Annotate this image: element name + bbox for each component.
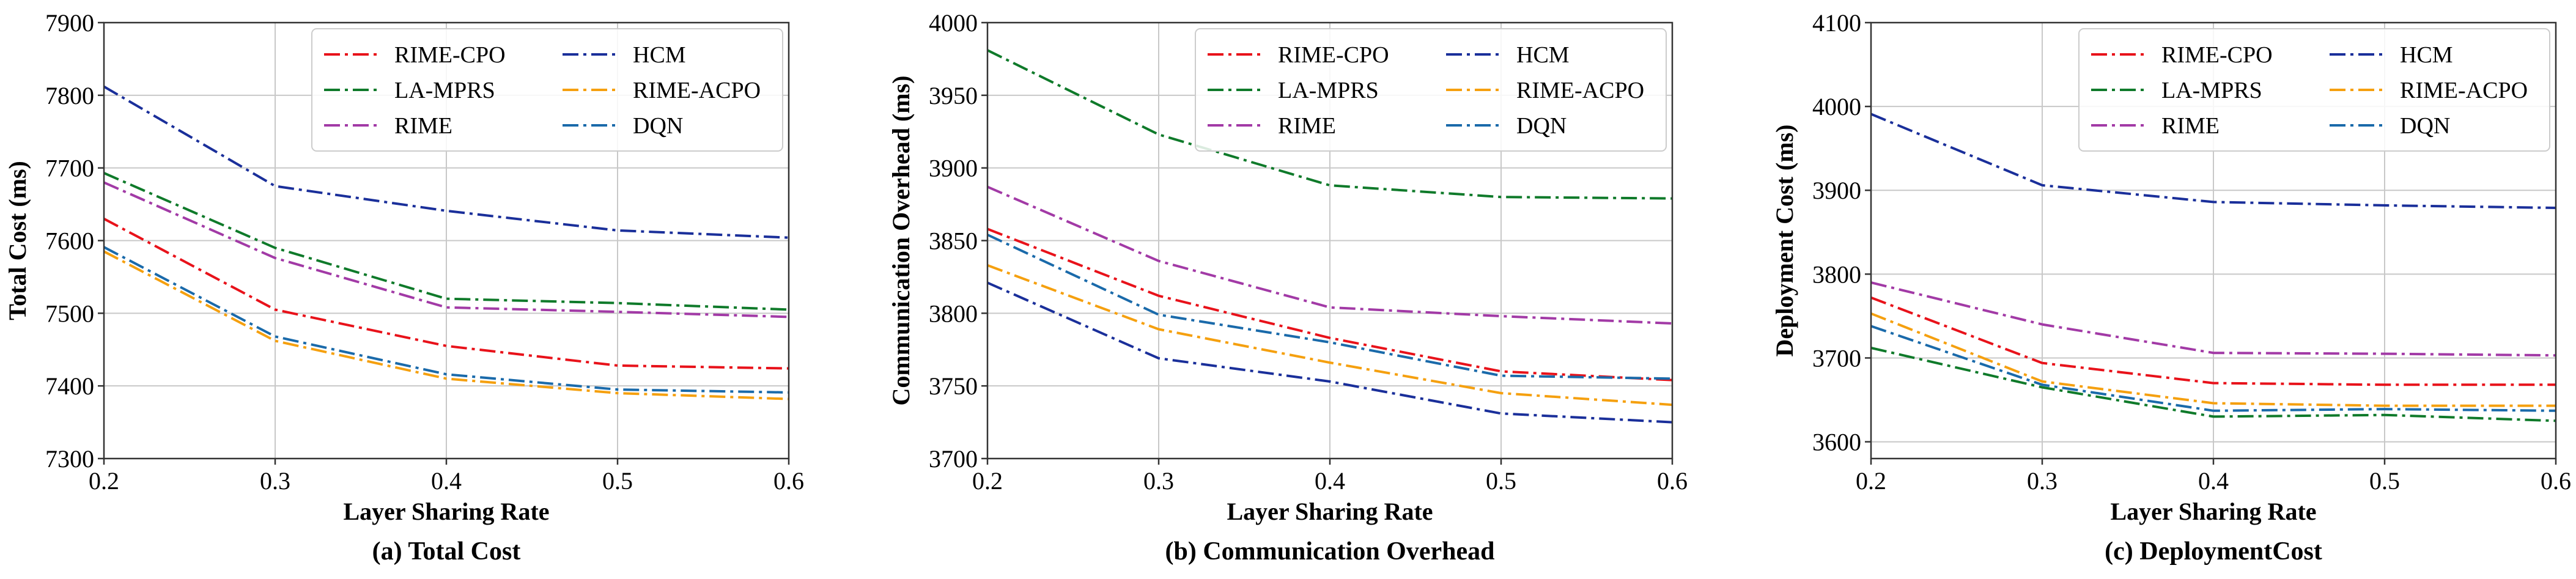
y-axis-label: Communication Overhead (ms) [887,76,915,406]
x-tick-label: 0.3 [1143,467,1174,495]
y-tick-label: 3700 [929,445,978,473]
series-line-dqn [103,246,789,394]
legend-label-rime-acpo: RIME-ACPO [1516,78,1644,103]
legend-label-rime-acpo: RIME-ACPO [633,78,761,103]
y-tick-label: 7700 [45,155,94,182]
x-tick-label: 0.2 [972,467,1003,495]
y-tick-label: 7500 [45,300,94,327]
chart-panel-2: 0.2 0.3 0.4 0.5 0.6 3700 3750 3800 3850 3900 3950 4… [887,9,1688,566]
legend-box [311,28,783,152]
series-line-hcm [1870,112,2556,209]
x-tick-label: 0.5 [2369,467,2400,495]
y-axis-label: Total Cost (ms) [4,161,31,320]
x-axis-label: Layer Sharing Rate [1227,498,1433,525]
x-tick-label: 0.6 [1657,467,1688,495]
y-tick-label: 3900 [1812,177,1861,204]
legend-label-la-mprs: LA-MPRS [394,78,495,103]
x-tick-label: 0.2 [1856,467,1886,495]
x-tick-label: 0.5 [1486,467,1516,495]
y-tick-label: 4100 [1812,9,1861,37]
series-line-rime [987,185,1673,325]
subfigure-caption: (a) Total Cost [372,537,521,566]
series-line-rime-acpo [1870,312,2556,407]
legend-label-hcm: HCM [2400,42,2453,68]
legend-label-dqn: DQN [2400,113,2450,139]
subfigure-caption: (c) DeploymentCost [2105,537,2322,566]
x-tick-label: 0.3 [260,467,290,495]
series-line-rime-acpo [103,250,789,400]
series-line-dqn [1870,325,2556,412]
legend-label-rime-cpo: RIME-CPO [1278,42,1389,68]
y-tick-label: 4000 [1812,93,1861,120]
series-line-la-mprs [987,49,1673,200]
legend-label-la-mprs: LA-MPRS [1278,78,1379,103]
legend-label-rime-cpo: RIME-CPO [2161,42,2273,68]
series-line-la-mprs [103,172,789,311]
legend-label-hcm: HCM [633,42,686,68]
series-line-rime-cpo [987,227,1673,382]
legend-box [2078,28,2550,152]
y-axis-label: Deployment Cost (ms) [1771,125,1798,357]
y-tick-label: 3950 [929,82,978,109]
series-line-rime-cpo [103,218,789,370]
legend-box [1195,28,1667,152]
legend-label-rime-cpo: RIME-CPO [394,42,506,68]
y-tick-label: 7400 [45,372,94,400]
y-tick-label: 3700 [1812,344,1861,372]
series-line-la-mprs [1870,347,2556,422]
x-axis-label: Layer Sharing Rate [2110,498,2316,525]
legend: RIME-CPO LA-MPRS RIME HCM RIME-ACPO DQN [311,28,783,152]
legend-label-la-mprs: LA-MPRS [2161,78,2262,103]
legend-label-rime: RIME [2161,113,2220,139]
y-tick-label: 3800 [1812,260,1861,288]
subfigure-caption: (b) Communication Overhead [1165,537,1495,566]
y-tick-label: 7900 [45,9,94,37]
y-tick-label: 7300 [45,445,94,473]
series-line-rime-acpo [987,264,1673,407]
y-tick-label: 3800 [929,300,978,327]
x-tick-label: 0.4 [431,467,462,495]
chart-panel-3: 0.2 0.3 0.4 0.5 0.6 3600 3700 3800 3900 4000 4100 L… [1771,9,2571,566]
y-tick-label: 7600 [45,227,94,255]
legend-label-rime-acpo: RIME-ACPO [2400,78,2528,103]
y-tick-label: 3850 [929,227,978,255]
series-line-rime [1870,281,2556,357]
legend-label-dqn: DQN [633,113,683,139]
legend-label-dqn: DQN [1516,113,1567,139]
y-tick-label: 4000 [929,9,978,37]
x-tick-label: 0.6 [773,467,804,495]
x-tick-label: 0.4 [2198,467,2229,495]
legend: RIME-CPO LA-MPRS RIME HCM RIME-ACPO DQN [1195,28,1667,152]
chart-panel-1: 0.2 0.3 0.4 0.5 0.6 7300 7400 7500 7600 7700 7800 7… [4,9,804,566]
legend: RIME-CPO LA-MPRS RIME HCM RIME-ACPO DQN [2078,28,2550,152]
y-tick-label: 3900 [929,155,978,182]
x-tick-label: 0.6 [2541,467,2571,495]
x-tick-label: 0.2 [89,467,119,495]
series-line-rime-cpo [1870,296,2556,386]
x-axis-label: Layer Sharing Rate [343,498,549,525]
legend-label-rime: RIME [1278,113,1336,139]
y-tick-label: 7800 [45,82,94,109]
x-tick-label: 0.3 [2027,467,2057,495]
series-line-hcm [987,281,1673,424]
x-tick-label: 0.4 [1315,467,1345,495]
series-line-dqn [987,234,1673,380]
y-tick-label: 3600 [1812,429,1861,456]
series-line-rime [103,181,789,319]
x-tick-label: 0.5 [602,467,633,495]
legend-label-rime: RIME [394,113,452,139]
y-tick-label: 3750 [929,372,978,400]
legend-label-hcm: HCM [1516,42,1570,68]
